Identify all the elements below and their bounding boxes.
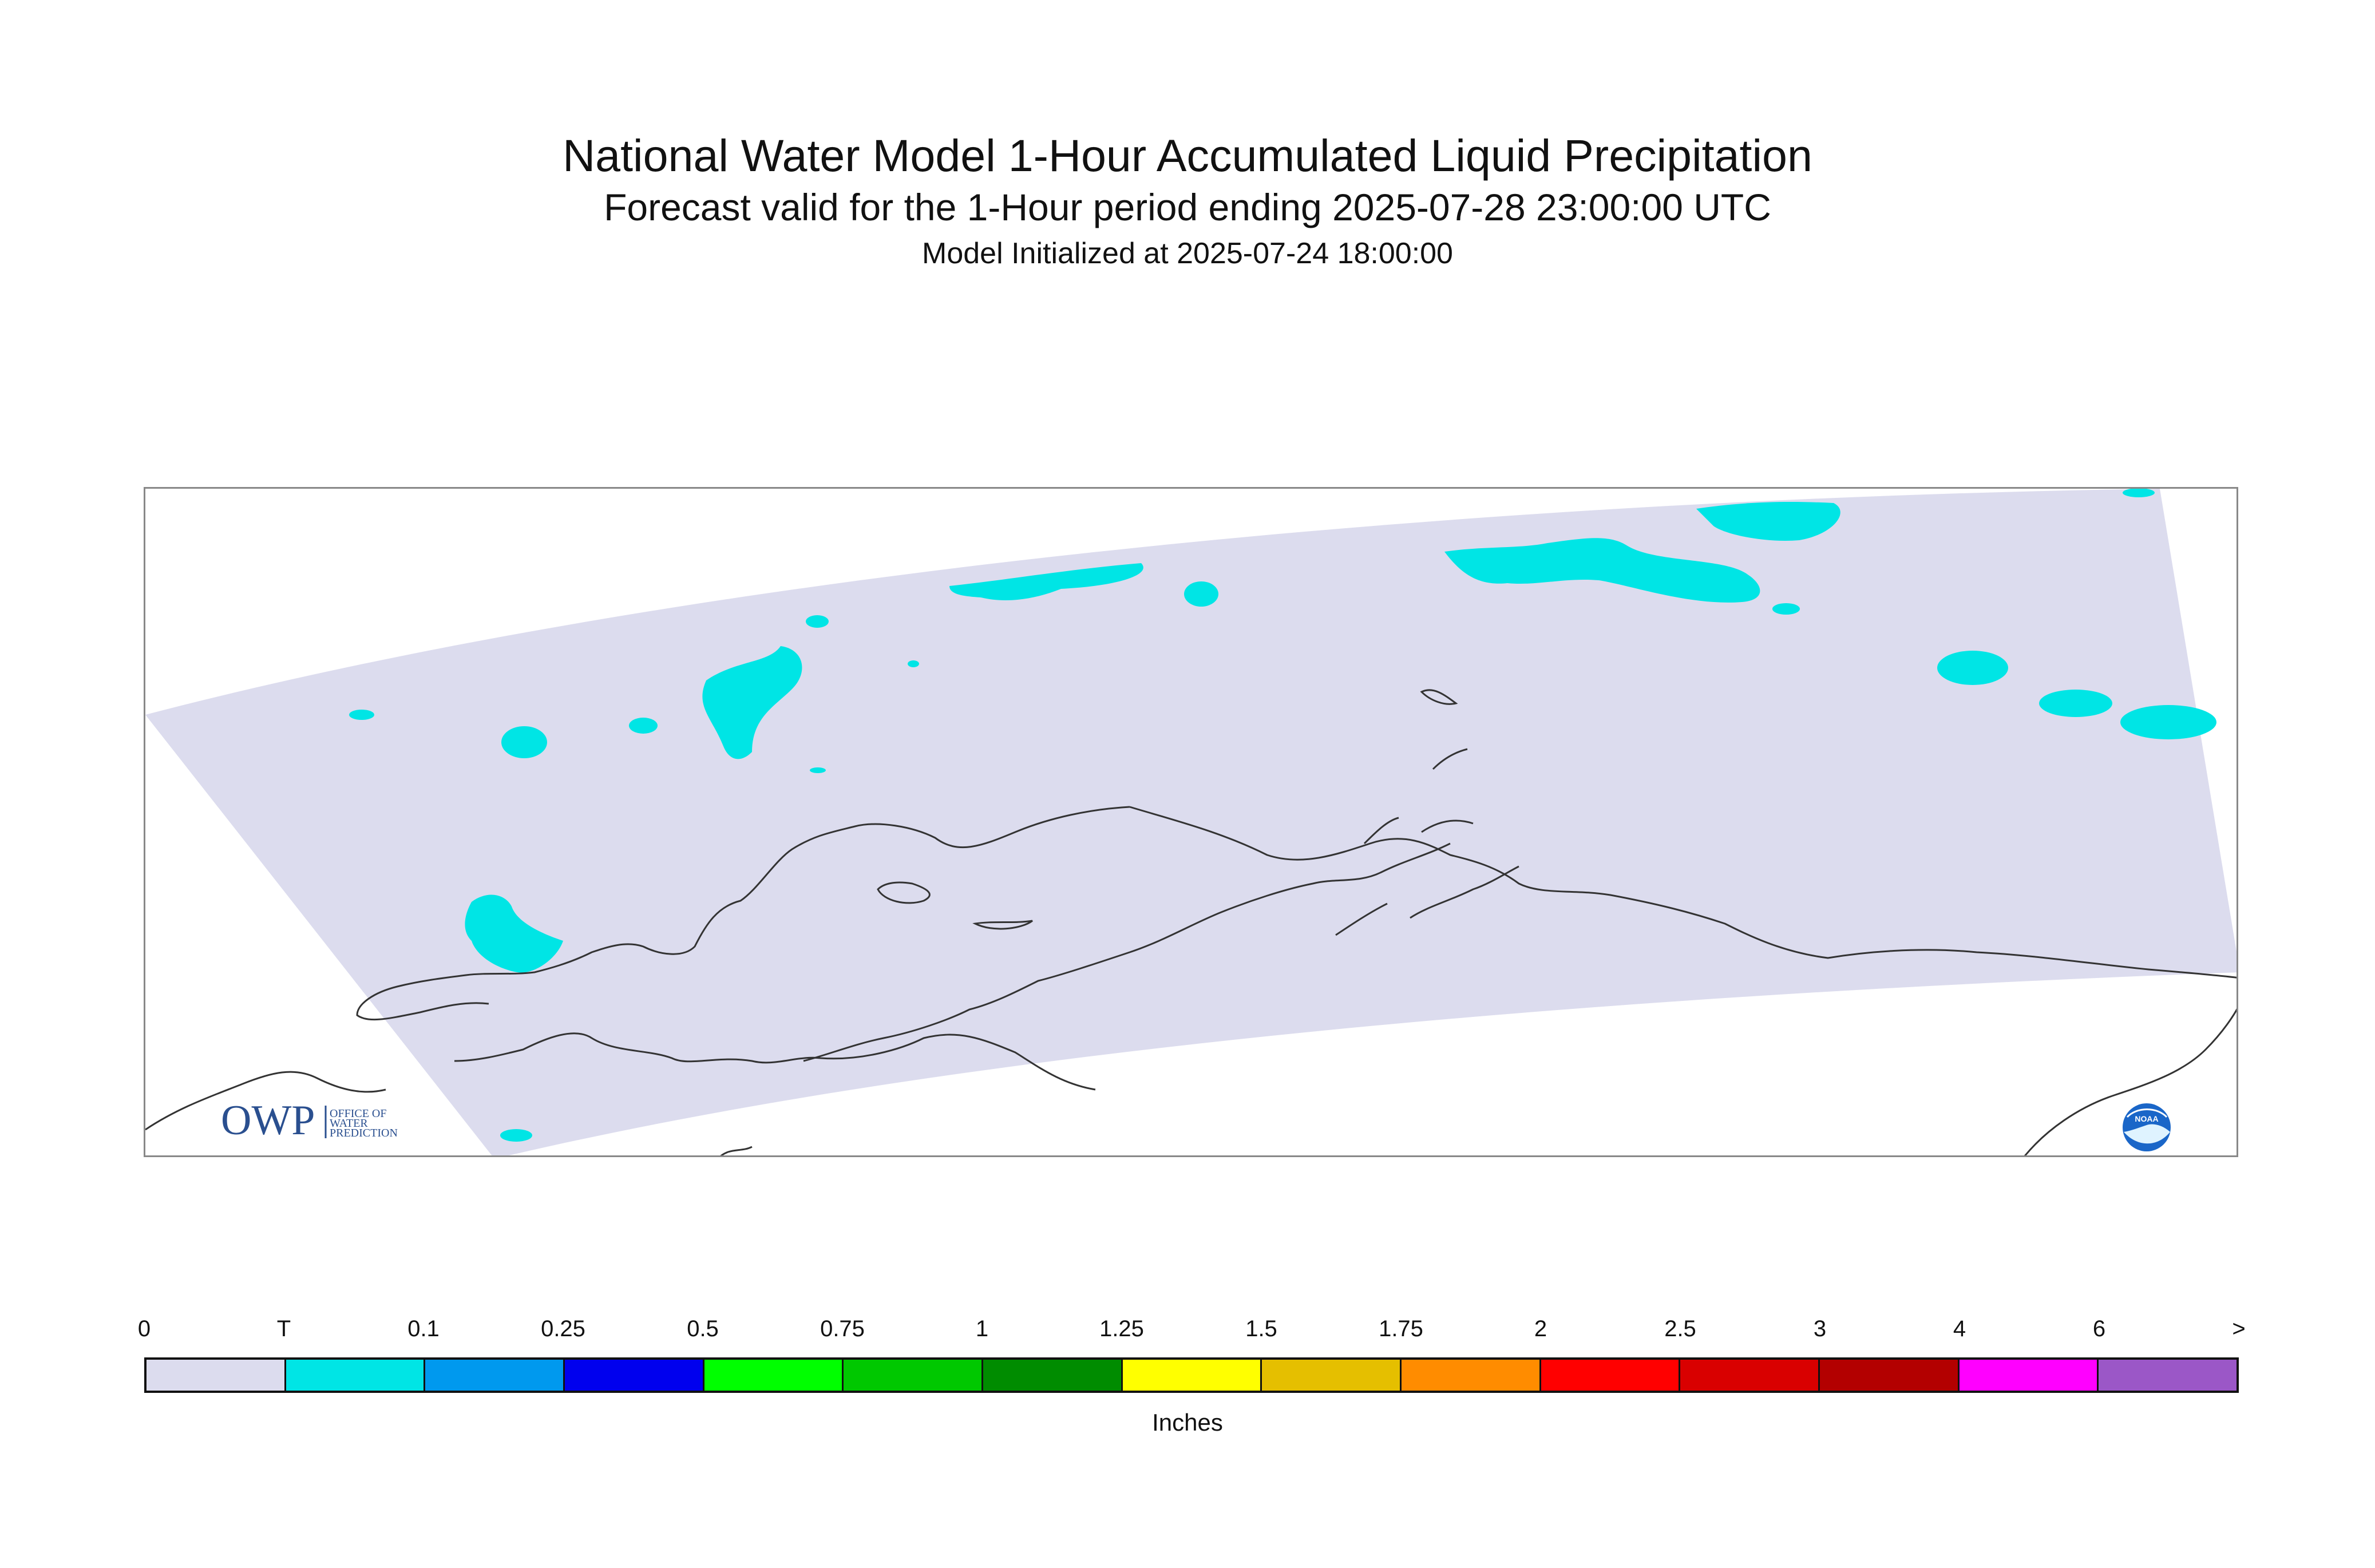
legend-swatch (704, 1360, 844, 1391)
legend-tick-label: > (2232, 1316, 2246, 1341)
coastline-island-nw (1420, 689, 1458, 705)
coastline-canada (2024, 1008, 2237, 1155)
coastline-west (356, 806, 1130, 1021)
legend-swatch (286, 1360, 426, 1391)
precip-patch (500, 1129, 532, 1142)
owp-logo: OWP OFFICE OF WATER PREDICTION (221, 1097, 398, 1144)
precip-patch (465, 894, 563, 973)
legend-tick-label: 0.1 (407, 1316, 440, 1341)
legend-swatch (1402, 1360, 1541, 1391)
legend-swatch (1820, 1360, 1960, 1391)
coastline-lake (972, 920, 1033, 930)
forecast-valid-subtitle: Forecast valid for the 1-Hour period end… (604, 186, 1771, 228)
legend-tick-label: 2 (1534, 1316, 1547, 1341)
legend-tick-label: 1.25 (1099, 1316, 1144, 1341)
legend-tick-label: 3 (1813, 1316, 1827, 1341)
precip-patch (2039, 690, 2112, 717)
legend-tick-label: 4 (1953, 1316, 1966, 1341)
coastline-island-ne (1432, 748, 1468, 770)
precipitation-map: OWP OFFICE OF WATER PREDICTION NOAA (144, 487, 2238, 1157)
legend-swatch (1262, 1360, 1402, 1391)
precip-patch (1184, 581, 1218, 607)
precip-patch (2120, 705, 2216, 739)
owp-logo-line: OFFICE OF (330, 1107, 386, 1120)
precip-patch (908, 660, 919, 667)
noaa-logo: NOAA (2123, 1103, 2171, 1151)
legend-tick-label: 0 (137, 1316, 151, 1341)
model-domain (145, 489, 2237, 1155)
map-title: National Water Model 1-Hour Accumulated … (563, 130, 1812, 181)
legend-tick-label: 1.75 (1379, 1316, 1423, 1341)
legend-tick-label: 1.5 (1245, 1316, 1277, 1341)
legend-swatch (1680, 1360, 1820, 1391)
legend-units-label: Inches (1152, 1409, 1223, 1436)
map-svg: OWP OFFICE OF WATER PREDICTION NOAA (145, 489, 2237, 1155)
model-initialized-text: Model Initialized at 2025-07-24 18:00:00 (922, 237, 1453, 270)
legend-swatch (1122, 1360, 1262, 1391)
legend-swatch (844, 1360, 984, 1391)
precip-patch (2123, 489, 2155, 497)
coastline-gulf-islands (1335, 817, 1519, 936)
precip-patch (806, 615, 829, 628)
legend-swatch (425, 1360, 565, 1391)
coastlines (145, 689, 2237, 1155)
legend-swatch (147, 1360, 286, 1391)
legend-tick-label: 6 (2092, 1316, 2106, 1341)
coastline-yukon-delta (877, 881, 931, 904)
legend-swatch (1959, 1360, 2099, 1391)
coastline-gulf (803, 842, 1451, 1062)
legend-tick-label: 1 (975, 1316, 989, 1341)
legend-color-bar (144, 1357, 2239, 1393)
coastline-south (1129, 806, 2237, 979)
legend-tick-label: 2.5 (1664, 1316, 1696, 1341)
precip-patch (702, 646, 802, 759)
precip-patch (501, 726, 547, 758)
legend-swatch (1541, 1360, 1681, 1391)
precip-patch (1937, 651, 2008, 685)
noaa-logo-mark: NOAA (2135, 1114, 2158, 1123)
legend-tick-label: 0.5 (687, 1316, 719, 1341)
precip-patch (1772, 603, 1800, 615)
legend-tick-label: 0.25 (541, 1316, 585, 1341)
legend-tick-label: T (276, 1316, 291, 1341)
coastline-siberia-south (720, 1146, 753, 1155)
precip-patch (629, 718, 658, 734)
legend-tick-labels: 0 T 0.1 0.25 0.5 0.75 1 1.25 1.5 1.75 2 2.5 3 4 6 > (138, 1316, 2246, 1351)
owp-logo-line: PREDICTION (330, 1127, 398, 1139)
coastline-chukotka (145, 1071, 386, 1131)
precip-areas (349, 489, 2216, 1142)
legend-swatch (983, 1360, 1123, 1391)
precip-patch (810, 767, 826, 773)
legend-tick-label: 0.75 (820, 1316, 865, 1341)
precip-patch (1444, 538, 1760, 603)
coastline-north (454, 1032, 1096, 1091)
owp-logo-mark: OWP (221, 1097, 315, 1144)
precip-patch (349, 710, 374, 720)
owp-logo-line: WATER (330, 1117, 368, 1130)
legend-swatch (2099, 1360, 2237, 1391)
precip-patch (949, 563, 1143, 600)
precip-patch (1696, 502, 1840, 541)
legend-swatch (565, 1360, 704, 1391)
